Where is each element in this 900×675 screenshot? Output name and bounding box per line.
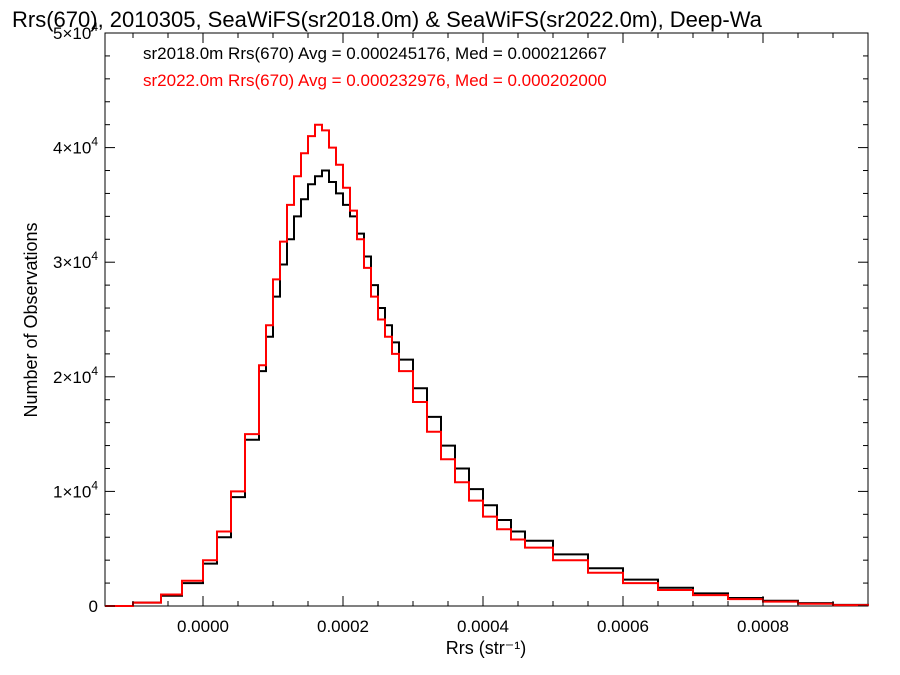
y-tick-label: 0 [89,597,98,616]
y-tick-label: 1×104 [53,478,98,501]
plot-frame [104,32,869,607]
x-tick-label: 0.0008 [737,617,789,636]
legend-entry-2: sr2022.0m Rrs(670) Avg = 0.000232976, Me… [143,71,607,90]
x-axis-label: Rrs (str⁻¹) [446,638,526,658]
legend: sr2018.0m Rrs(670) Avg = 0.000245176, Me… [143,44,607,90]
legend-entry-1: sr2018.0m Rrs(670) Avg = 0.000245176, Me… [143,44,607,63]
x-tick-label: 0.0002 [317,617,369,636]
chart-title: Rrs(670), 2010305, SeaWiFS(sr2018.0m) & … [12,7,763,32]
y-axis-label: Number of Observations [21,222,41,417]
x-tick-label: 0.0004 [457,617,509,636]
y-tick-label: 4×104 [53,135,98,158]
series-line-2 [105,123,869,607]
y-tick-label: 3×104 [53,249,98,272]
y-tick-label: 2×104 [53,364,98,387]
x-axis-ticks: 0.0000 0.0002 0.0004 0.0006 0.0008 [132,33,834,636]
x-tick-label: 0.0000 [177,617,229,636]
y-tick-label: 5×104 [53,20,98,43]
y-axis-ticks: 0 1×104 2×104 3×104 4×104 5×104 [53,20,868,616]
series-line-1 [105,169,869,607]
x-tick-label: 0.0006 [597,617,649,636]
series-layer [105,123,869,607]
